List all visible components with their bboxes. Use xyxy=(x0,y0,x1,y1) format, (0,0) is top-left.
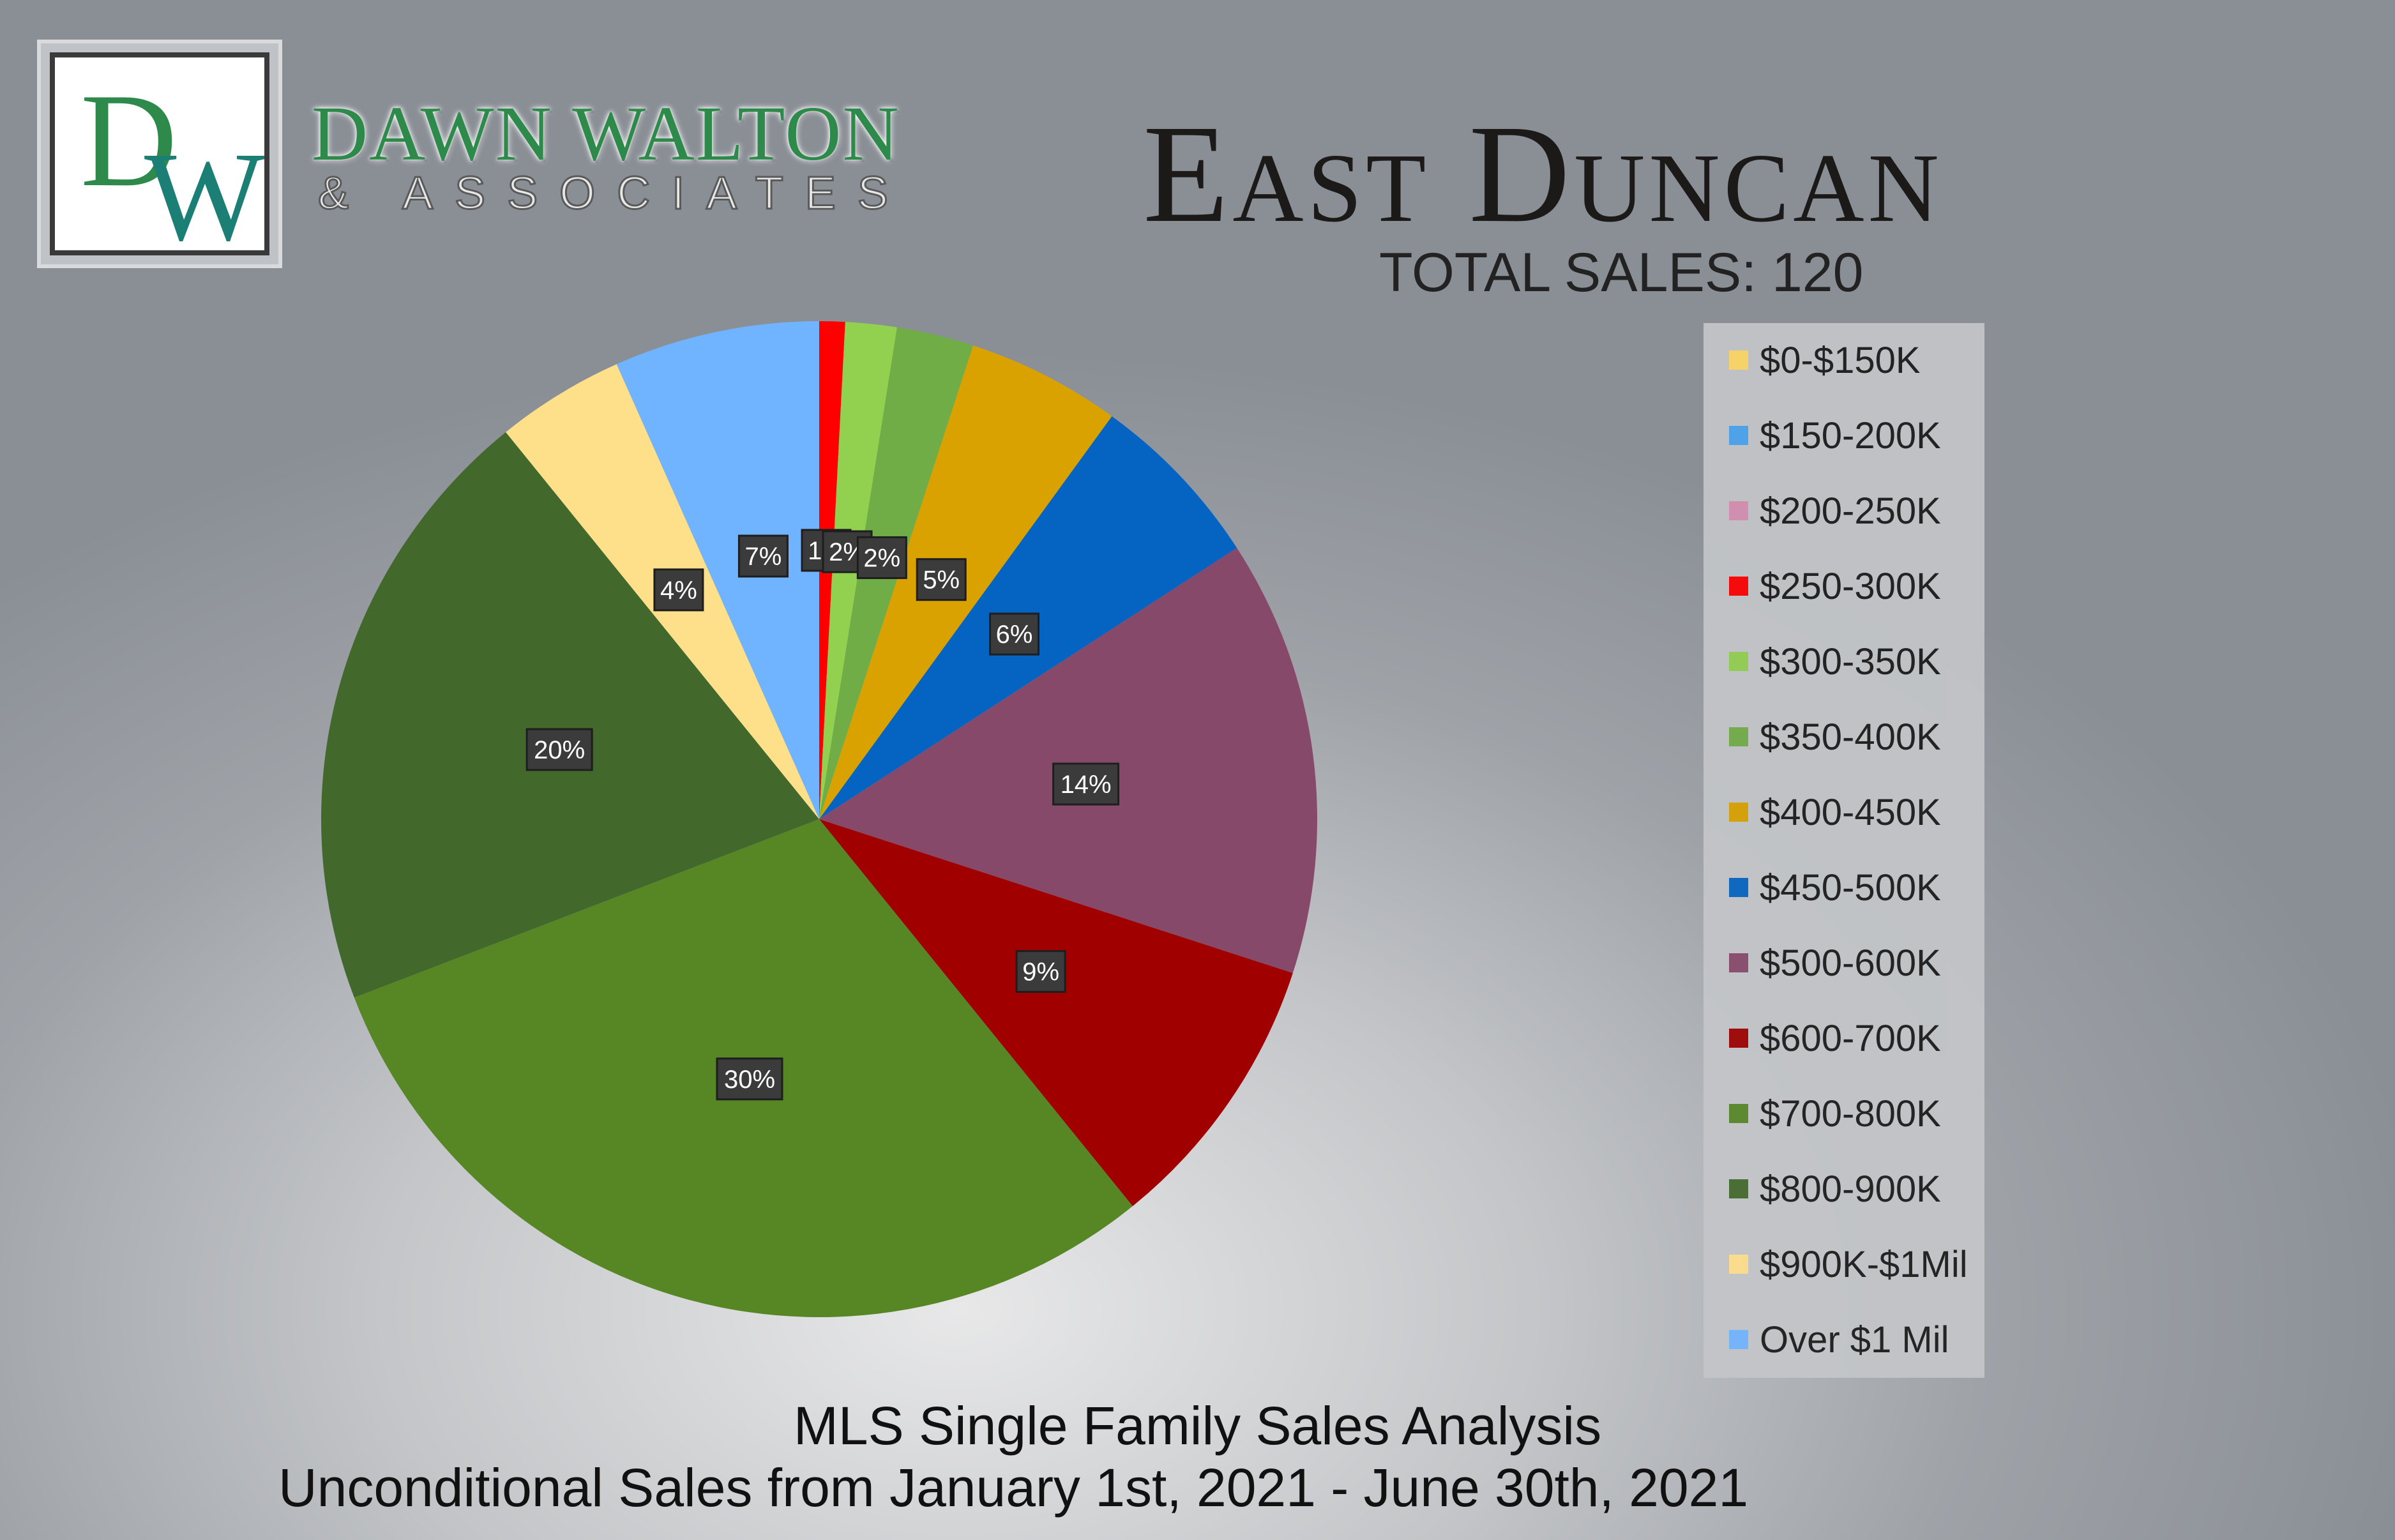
pie-slice-$600-700K xyxy=(819,819,1293,1207)
logo: D W xyxy=(37,40,282,268)
brand-subtitle: & ASSOCIATES xyxy=(317,167,910,220)
legend-label: $400-450K xyxy=(1760,791,1941,833)
legend-swatch xyxy=(1729,953,1748,972)
legend-item: $700-800K xyxy=(1729,1088,1941,1139)
total-sales: TOTAL SALES: 120 xyxy=(1379,242,1864,303)
legend-swatch xyxy=(1729,426,1748,445)
legend-item: $400-450K xyxy=(1729,787,1941,838)
legend-item: $150-200K xyxy=(1729,410,1941,461)
legend-label: $150-200K xyxy=(1760,414,1941,457)
legend-item: $500-600K xyxy=(1729,937,1941,988)
data-label: 14% xyxy=(1052,762,1120,806)
legend-swatch xyxy=(1729,652,1748,671)
dw-monogram: D W xyxy=(80,66,264,250)
data-label-text: 30% xyxy=(724,1066,775,1094)
legend-swatch xyxy=(1729,501,1748,520)
pie-labels: 1%2%2%5%6%14%9%30%20%4%7% xyxy=(525,529,1120,1101)
legend-swatch xyxy=(1729,1255,1748,1274)
data-label-text: 14% xyxy=(1061,771,1112,799)
pie-slice-$500-600K xyxy=(819,548,1317,974)
legend-label: $200-250K xyxy=(1760,490,1941,532)
data-label: 5% xyxy=(916,558,967,601)
data-label-text: 4% xyxy=(660,577,697,605)
data-label-text: 9% xyxy=(1022,958,1059,986)
legend-item: $300-350K xyxy=(1729,636,1941,687)
data-label: 4% xyxy=(653,568,704,612)
legend-swatch xyxy=(1729,878,1748,897)
legend-item: $450-500K xyxy=(1729,862,1941,913)
legend-swatch xyxy=(1729,803,1748,822)
legend-item: $800-900K xyxy=(1729,1163,1941,1214)
data-label: 6% xyxy=(989,612,1040,656)
pie-slice-$800-900K xyxy=(321,432,820,998)
legend-swatch xyxy=(1729,351,1748,370)
legend-item: $350-400K xyxy=(1729,711,1941,762)
svg-text:D: D xyxy=(80,66,178,215)
chart-legend: $0-$150K $150-200K $200-250K $250-300K $300-… xyxy=(1704,323,1984,1378)
data-label: 7% xyxy=(737,534,789,578)
legend-swatch xyxy=(1729,577,1748,596)
footer-subtitle: Unconditional Sales from January 1st, 20… xyxy=(278,1458,1749,1518)
legend-label: $900K-$1Mil xyxy=(1760,1243,1968,1285)
pie-slices xyxy=(321,321,1317,1318)
legend-label: $700-800K xyxy=(1760,1092,1941,1135)
legend-swatch xyxy=(1729,1104,1748,1123)
legend-label: $350-400K xyxy=(1760,716,1941,758)
legend-swatch xyxy=(1729,1179,1748,1198)
legend-swatch xyxy=(1729,1330,1748,1349)
brand-name: DAWN WALTON xyxy=(312,91,900,177)
legend-label: $450-500K xyxy=(1760,866,1941,909)
legend-label: $250-300K xyxy=(1760,565,1941,607)
legend-label: $500-600K xyxy=(1760,942,1941,984)
legend-item: $0-$150K xyxy=(1729,335,1921,386)
legend-label: Over $1 Mil xyxy=(1760,1318,1949,1361)
legend-item: $900K-$1Mil xyxy=(1729,1239,1968,1290)
data-label-text: 6% xyxy=(996,621,1033,649)
data-label-text: 5% xyxy=(923,566,960,594)
data-label: 30% xyxy=(716,1057,783,1101)
pie-slice-Over $1 Mil xyxy=(616,321,819,819)
legend-item: $250-300K xyxy=(1729,561,1941,612)
legend-label: $600-700K xyxy=(1760,1017,1941,1059)
page-title: East Duncan xyxy=(1143,96,1943,252)
legend-item: Over $1 Mil xyxy=(1729,1314,1949,1365)
legend-swatch xyxy=(1729,1029,1748,1048)
svg-text:W: W xyxy=(144,126,264,250)
legend-label: $300-350K xyxy=(1760,640,1941,683)
data-label: 20% xyxy=(525,728,593,771)
data-label-text: 7% xyxy=(745,543,782,571)
footer-title: MLS Single Family Sales Analysis xyxy=(793,1396,1602,1456)
data-label: 2% xyxy=(856,536,907,579)
logo-frame: D W xyxy=(50,52,269,255)
legend-swatch xyxy=(1729,727,1748,746)
legend-item: $600-700K xyxy=(1729,1013,1941,1064)
legend-label: $800-900K xyxy=(1760,1168,1941,1210)
legend-item: $200-250K xyxy=(1729,485,1941,536)
data-label-text: 2% xyxy=(863,544,900,572)
legend-label: $0-$150K xyxy=(1760,339,1921,381)
data-label: 9% xyxy=(1015,950,1066,993)
data-label-text: 20% xyxy=(534,736,585,764)
